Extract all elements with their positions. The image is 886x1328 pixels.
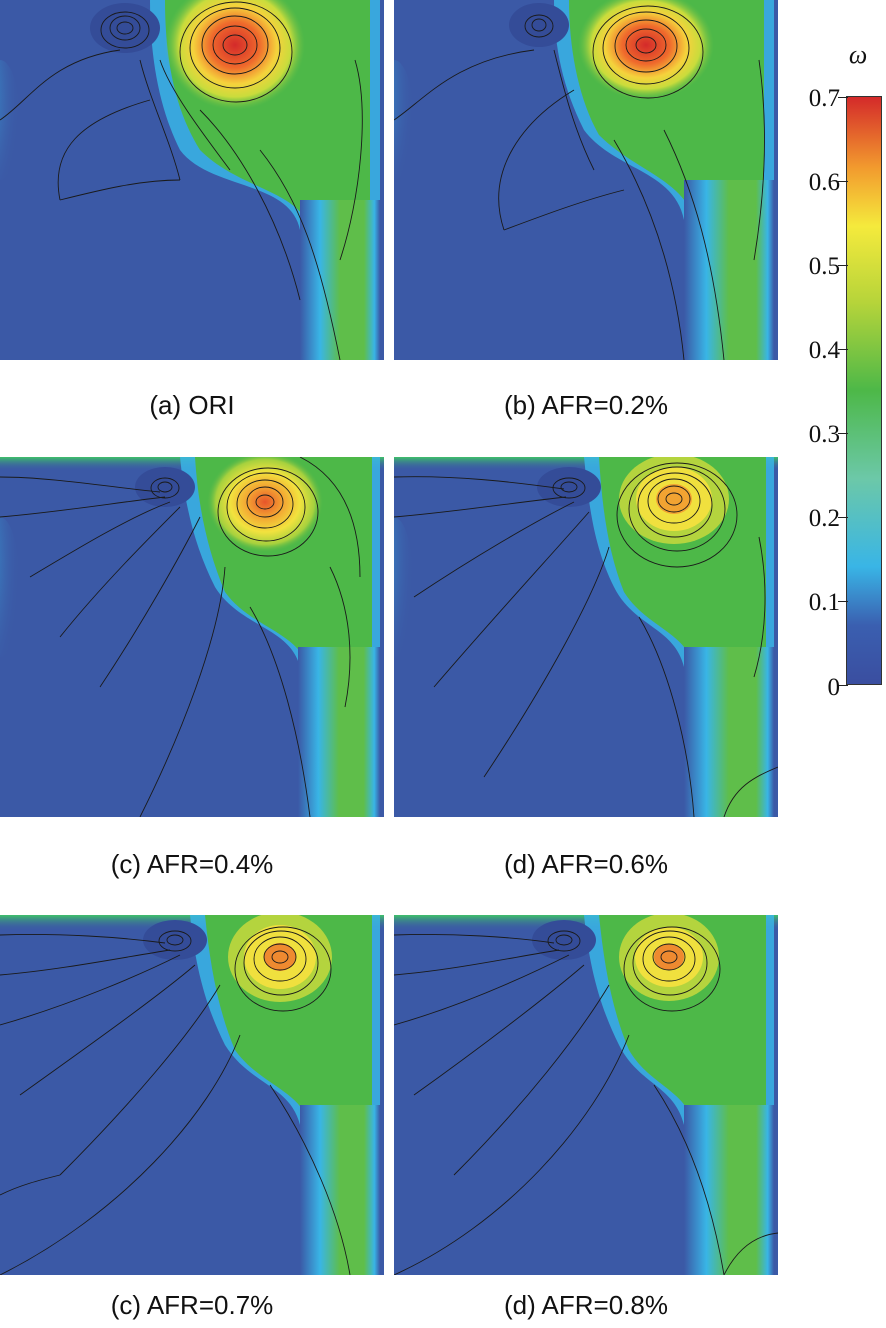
- contour-panel-b: [394, 0, 778, 360]
- contour-panel-f: [394, 915, 778, 1275]
- contour-panel-c: [0, 457, 384, 817]
- colorbar-label-4: 0.4: [808, 337, 840, 364]
- colorbar-symbol: ω: [848, 40, 868, 69]
- colorbar-tick-4: [838, 349, 848, 350]
- colorbar-tick-3: [838, 433, 848, 434]
- caption-f: (d) AFR=0.8%: [503, 1290, 668, 1320]
- colorbar-label-7: 0.7: [808, 85, 840, 112]
- caption-c: (c) AFR=0.4%: [110, 849, 274, 879]
- colorbar-label-0: 0: [827, 674, 841, 701]
- contour-panel-e: [0, 915, 384, 1275]
- caption-d: (d) AFR=0.6%: [503, 849, 668, 879]
- colorbar-tick-5: [838, 265, 848, 266]
- colorbar-tick-7: [838, 97, 848, 98]
- colorbar-label-2: 0.2: [808, 505, 840, 532]
- colorbar-label-6: 0.6: [808, 169, 840, 196]
- contour-panel-a: [0, 0, 384, 360]
- colorbar-label-3: 0.3: [808, 421, 840, 448]
- caption-e: (c) AFR=0.7%: [110, 1290, 274, 1320]
- colorbar-label-5: 0.5: [808, 253, 840, 280]
- colorbar-tick-2: [838, 517, 848, 518]
- caption-b: (b) AFR=0.2%: [503, 390, 668, 420]
- contour-panel-d: [394, 457, 778, 817]
- colorbar-label-1: 0.1: [808, 589, 840, 616]
- caption-a: (a) ORI: [149, 390, 235, 420]
- colorbar-tick-6: [838, 181, 848, 182]
- colorbar-tick-1: [838, 601, 848, 602]
- colorbar-tick-0: [838, 685, 848, 686]
- colorbar-gradient: [846, 96, 882, 685]
